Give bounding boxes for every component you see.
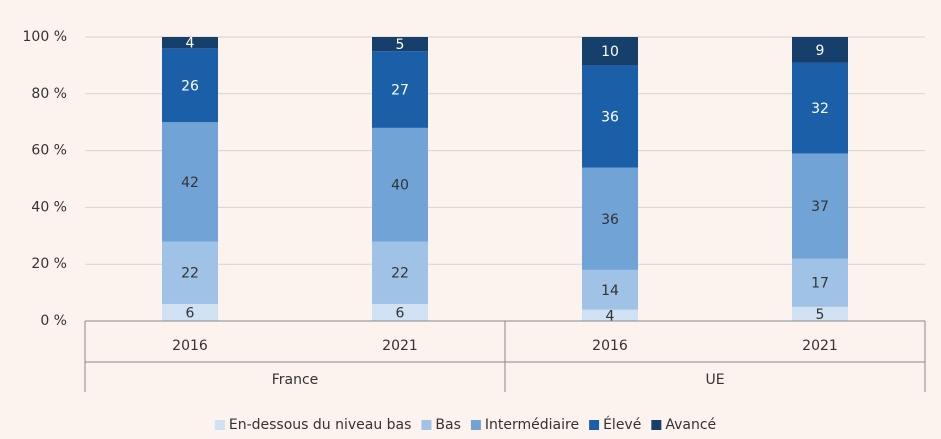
- bar-segment: [582, 269, 638, 310]
- data-label: 6: [396, 305, 405, 321]
- group-label: UE: [705, 372, 724, 388]
- bar-segment: [372, 127, 428, 242]
- bar-segment: [162, 48, 218, 123]
- bar-segment: [582, 309, 638, 321]
- bar-segment: [162, 303, 218, 321]
- data-label: 22: [391, 266, 409, 282]
- data-label: 9: [816, 43, 825, 59]
- bar-segment: [372, 303, 428, 321]
- data-label: 5: [816, 307, 825, 323]
- data-label: 36: [601, 212, 619, 228]
- legend-label: En-dessous du niveau bas: [229, 417, 412, 433]
- bar-segment: [792, 306, 848, 321]
- data-label: 6: [186, 305, 195, 321]
- legend-label: Élevé: [603, 416, 641, 433]
- bar-segment: [792, 62, 848, 154]
- y-tick-label: 80 %: [31, 86, 67, 102]
- bar-segment: [162, 241, 218, 304]
- data-label: 17: [811, 276, 829, 292]
- bar-segment: [792, 258, 848, 307]
- data-label: 40: [391, 178, 409, 194]
- legend-swatch: [651, 420, 662, 430]
- y-tick-label: 60 %: [31, 143, 67, 159]
- data-label: 36: [601, 110, 619, 126]
- group-label: France: [272, 372, 319, 388]
- x-tick-label: 2021: [382, 338, 418, 354]
- data-label: 37: [811, 199, 829, 215]
- bar-segment: [162, 122, 218, 242]
- y-tick-label: 20 %: [31, 256, 67, 272]
- data-label: 27: [391, 83, 409, 99]
- data-label: 32: [811, 101, 829, 117]
- legend-swatch: [421, 420, 432, 430]
- bar-segment: [582, 167, 638, 270]
- legend-swatch: [470, 420, 481, 430]
- bar-segment: [372, 37, 428, 52]
- legend-swatch: [589, 420, 600, 430]
- bar-segment: [582, 37, 638, 66]
- bar-segment: [792, 153, 848, 259]
- x-tick-label: 2016: [592, 338, 628, 354]
- data-label: 4: [606, 308, 615, 324]
- data-label: 5: [396, 37, 405, 53]
- y-tick-label: 0 %: [40, 313, 67, 329]
- y-tick-label: 100 %: [23, 29, 67, 45]
- bar-segment: [162, 37, 218, 49]
- bar-segment: [582, 65, 638, 168]
- legend-label: Intermédiaire: [485, 417, 579, 433]
- bar-segment: [792, 37, 848, 63]
- data-label: 22: [181, 266, 199, 282]
- data-label: 10: [601, 44, 619, 60]
- data-label: 4: [186, 36, 195, 52]
- legend-swatch: [214, 420, 225, 430]
- data-label: 14: [601, 283, 619, 299]
- x-tick-label: 2016: [172, 338, 208, 354]
- data-label: 26: [181, 78, 199, 94]
- y-tick-label: 40 %: [31, 199, 67, 215]
- bar-segment: [372, 51, 428, 128]
- x-tick-label: 2021: [802, 338, 838, 354]
- data-label: 42: [181, 175, 199, 191]
- legend-label: Bas: [435, 417, 460, 433]
- bar-segment: [372, 241, 428, 304]
- legend-label: Avancé: [665, 417, 716, 433]
